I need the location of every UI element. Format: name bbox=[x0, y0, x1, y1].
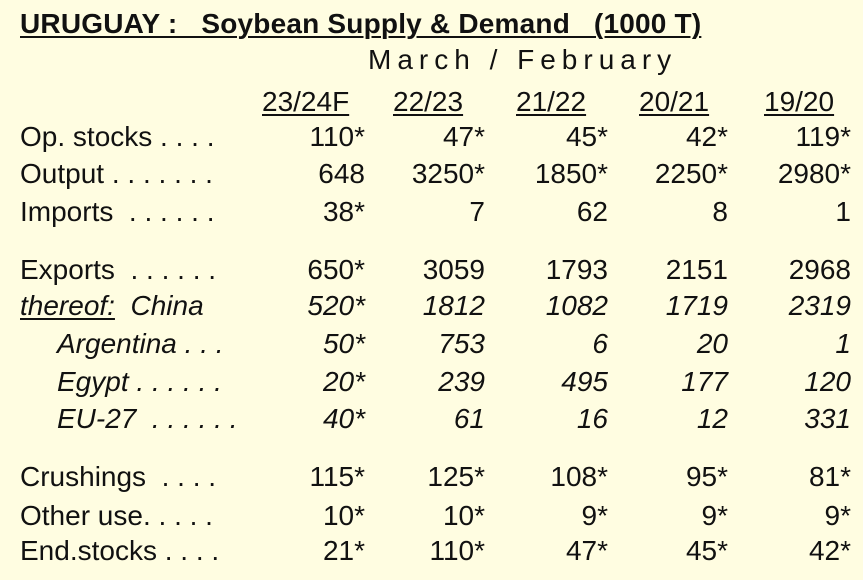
cell: 10* bbox=[442, 500, 485, 531]
cell: 45* bbox=[565, 121, 608, 152]
cell: 45* bbox=[685, 535, 728, 566]
page-title: URUGUAY : Soybean Supply & Demand (1000 … bbox=[20, 8, 702, 39]
cell: 12 bbox=[696, 403, 728, 434]
cell: 2968 bbox=[788, 254, 851, 285]
row-label: Output . . . . . . . bbox=[20, 158, 213, 189]
cell: 1812 bbox=[422, 290, 485, 321]
cell: 115* bbox=[309, 461, 365, 492]
cell: 38* bbox=[322, 196, 365, 227]
row-label: Imports . . . . . . bbox=[20, 196, 215, 227]
table-row-eu27: EU-27 . . . . . . 40* 61 16 12 331 bbox=[0, 403, 863, 439]
cell: 50* bbox=[322, 328, 365, 359]
row-label: EU-27 . . . . . . bbox=[57, 403, 238, 434]
cell: 239 bbox=[438, 366, 485, 397]
table-row-exports: Exports . . . . . . 650* 3059 1793 2151 … bbox=[0, 254, 863, 290]
table-row-other-use: Other use. . . . . 10* 10* 9* 9* 9* bbox=[0, 500, 863, 536]
cell: 8 bbox=[712, 196, 728, 227]
cell: 47* bbox=[565, 535, 608, 566]
cell: 177 bbox=[681, 366, 728, 397]
thereof-label: thereof: bbox=[20, 290, 115, 321]
cell: 2980* bbox=[777, 158, 851, 189]
cell: 648 bbox=[318, 158, 365, 189]
row-label: thereof: China bbox=[20, 290, 204, 322]
column-header-3: 20/21 bbox=[639, 86, 709, 118]
cell: 1850* bbox=[534, 158, 608, 189]
column-header-1-text: 22/23 bbox=[393, 86, 464, 117]
cell: 21* bbox=[322, 535, 365, 566]
cell: 125* bbox=[427, 461, 485, 492]
cell: 7 bbox=[469, 196, 485, 227]
cell: 110* bbox=[309, 121, 365, 152]
cell: 1082 bbox=[545, 290, 608, 321]
table-row-argentina: Argentina . . . 50* 753 6 20 1 bbox=[0, 328, 863, 364]
cell: 3059 bbox=[422, 254, 485, 285]
column-header-2-text: 21/22 bbox=[516, 86, 587, 117]
cell: 9* bbox=[701, 500, 728, 531]
cell: 81* bbox=[808, 461, 851, 492]
cell: 62 bbox=[576, 196, 608, 227]
cell: 6 bbox=[592, 328, 608, 359]
row-label: Crushings . . . . bbox=[20, 461, 217, 492]
cell: 61 bbox=[453, 403, 485, 434]
country-label: China bbox=[114, 290, 204, 321]
column-header-4-text: 19/20 bbox=[764, 86, 835, 117]
cell: 2151 bbox=[665, 254, 728, 285]
cell: 1 bbox=[835, 196, 851, 227]
cell: 47* bbox=[442, 121, 485, 152]
cell: 2319 bbox=[788, 290, 851, 321]
row-label: End.stocks . . . . bbox=[20, 535, 220, 566]
column-header-0: 23/24F bbox=[262, 86, 349, 118]
column-header-3-text: 20/21 bbox=[639, 86, 710, 117]
cell: 120 bbox=[804, 366, 851, 397]
table-row-crushings: Crushings . . . . 115* 125* 108* 95* 81* bbox=[0, 461, 863, 497]
cell: 9* bbox=[824, 500, 851, 531]
row-label: Other use. . . . . bbox=[20, 500, 213, 531]
cell: 108* bbox=[550, 461, 608, 492]
cell: 331 bbox=[804, 403, 851, 434]
cell: 110* bbox=[429, 535, 485, 566]
table-row-end-stocks: End.stocks . . . . 21* 110* 47* 45* 42* bbox=[0, 535, 863, 571]
cell: 10* bbox=[322, 500, 365, 531]
subtitle: March / February bbox=[368, 44, 678, 75]
table-row-op-stocks: Op. stocks . . . . 110* 47* 45* 42* 119* bbox=[0, 121, 863, 157]
cell: 42* bbox=[685, 121, 728, 152]
column-header-0-text: 23/24F bbox=[262, 86, 350, 117]
row-label: Argentina . . . bbox=[57, 328, 224, 359]
cell: 9* bbox=[581, 500, 608, 531]
cell: 3250* bbox=[411, 158, 485, 189]
cell: 119* bbox=[795, 121, 851, 152]
cell: 495 bbox=[561, 366, 608, 397]
table-row-output: Output . . . . . . . 648 3250* 1850* 225… bbox=[0, 158, 863, 194]
cell: 40* bbox=[322, 403, 365, 434]
cell: 650* bbox=[307, 254, 365, 285]
column-header-4: 19/20 bbox=[764, 86, 834, 118]
column-header-1: 22/23 bbox=[393, 86, 463, 118]
table-row-china: thereof: China 520* 1812 1082 1719 2319 bbox=[0, 290, 863, 326]
cell: 42* bbox=[808, 535, 851, 566]
cell: 20* bbox=[322, 366, 365, 397]
cell: 1 bbox=[835, 328, 851, 359]
table-row-imports: Imports . . . . . . 38* 7 62 8 1 bbox=[0, 196, 863, 232]
row-label: Exports . . . . . . bbox=[20, 254, 217, 285]
cell: 1719 bbox=[665, 290, 728, 321]
cell: 753 bbox=[438, 328, 485, 359]
cell: 520* bbox=[307, 290, 365, 321]
column-header-2: 21/22 bbox=[516, 86, 586, 118]
cell: 20 bbox=[696, 328, 728, 359]
row-label: Op. stocks . . . . bbox=[20, 121, 215, 152]
cell: 2250* bbox=[654, 158, 728, 189]
row-label: Egypt . . . . . . bbox=[57, 366, 222, 397]
cell: 1793 bbox=[545, 254, 608, 285]
cell: 16 bbox=[576, 403, 608, 434]
table-row-egypt: Egypt . . . . . . 20* 239 495 177 120 bbox=[0, 366, 863, 402]
cell: 95* bbox=[685, 461, 728, 492]
